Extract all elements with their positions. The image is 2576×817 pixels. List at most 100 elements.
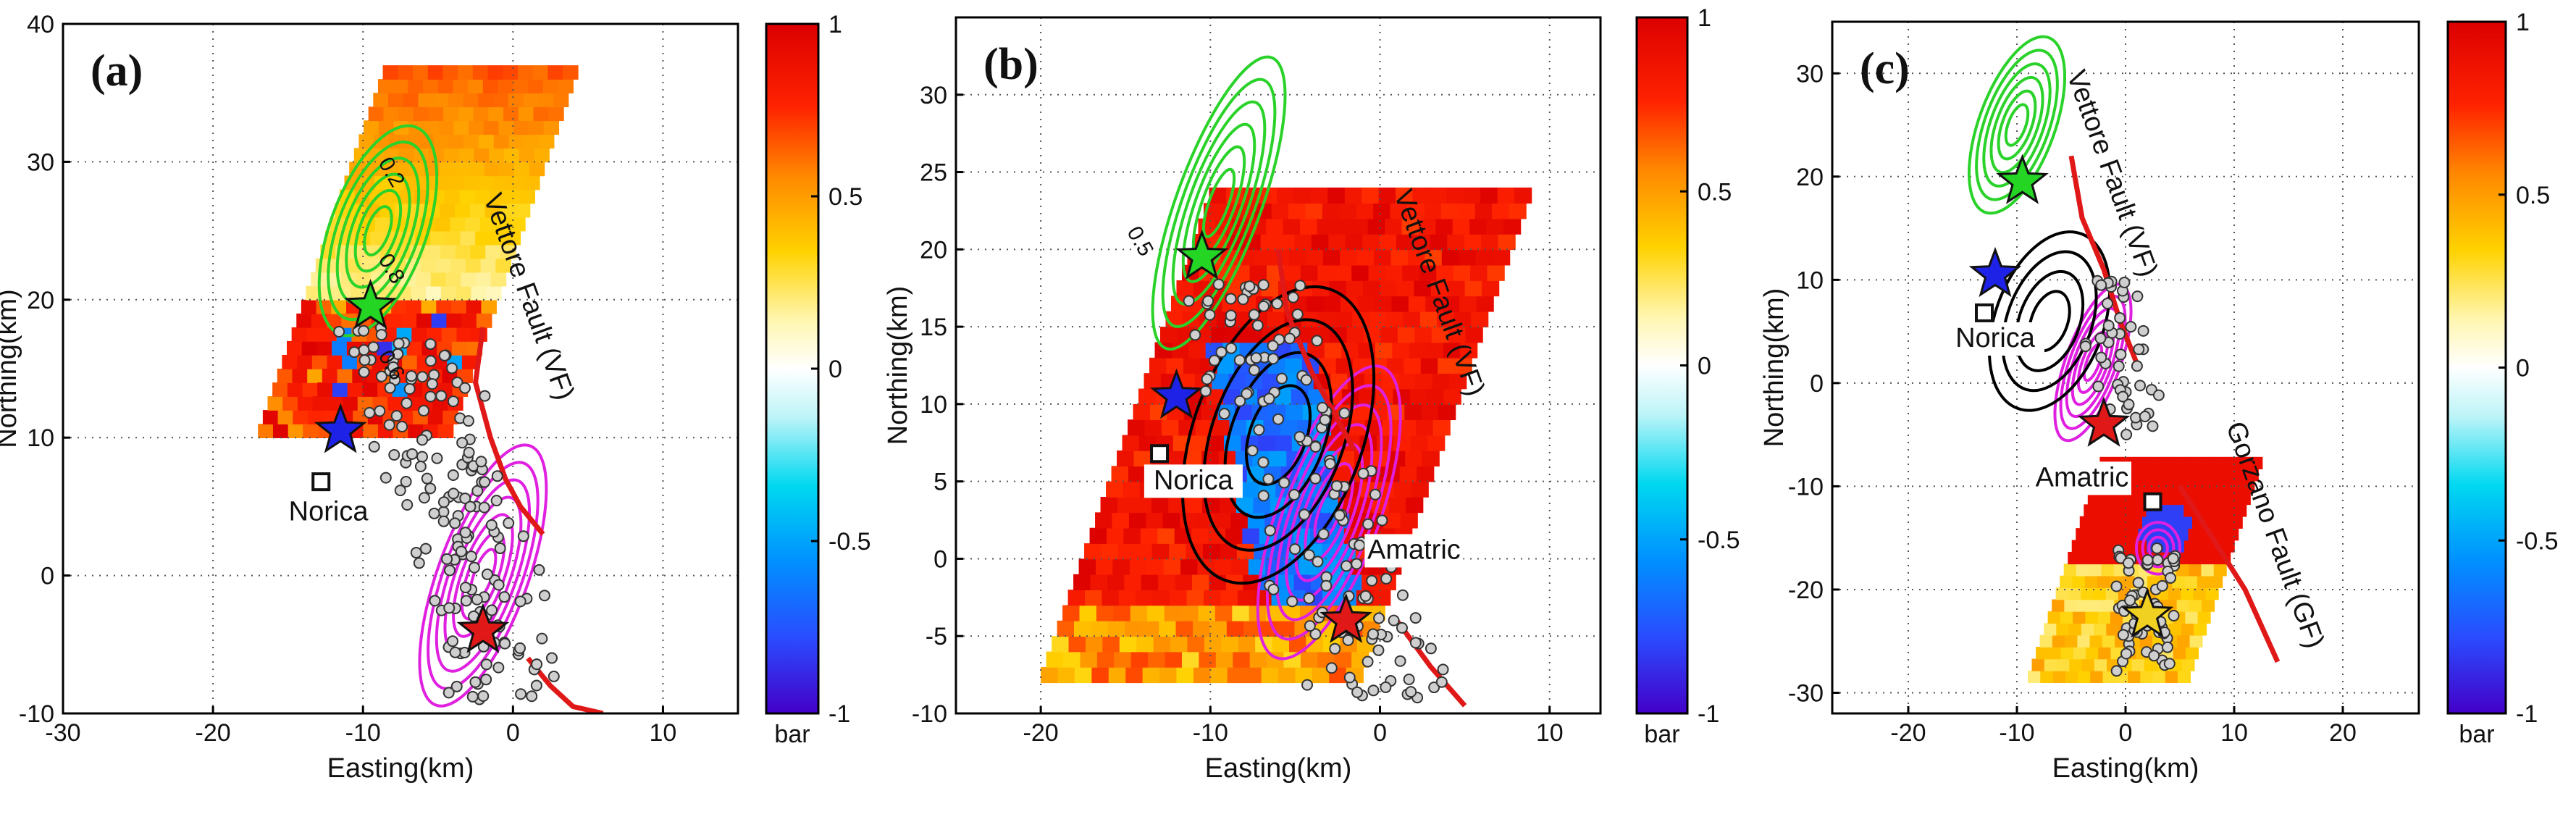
epicenter-star [344, 279, 397, 330]
stress-cell [425, 244, 441, 259]
slip-contour-green [1201, 167, 1236, 238]
aftershock [437, 515, 450, 527]
stress-cell [2241, 480, 2255, 493]
stress-cell [547, 65, 563, 80]
slip-contour-magenta [1256, 364, 1402, 661]
stress-cell [2201, 563, 2215, 577]
aftershock [1248, 309, 1260, 321]
aftershock [1354, 539, 1366, 551]
stress-cell [2087, 492, 2101, 506]
stress-cell [481, 299, 497, 314]
stress-cell [439, 162, 455, 177]
stress-cell [441, 327, 458, 342]
y-tick-label: -30 [1788, 679, 1824, 707]
stress-cell [484, 162, 500, 177]
stress-cell [2140, 670, 2154, 684]
stress-cell [431, 313, 448, 328]
y-tick-label: 0 [934, 545, 947, 573]
aftershock [1435, 676, 1448, 688]
stress-cell [1180, 512, 1198, 529]
slip-contour-green [1967, 35, 2067, 215]
aftershock [1357, 467, 1369, 479]
stress-cell [1497, 187, 1515, 204]
stress-cell [1230, 512, 1249, 529]
stress-cell [448, 134, 465, 149]
stress-cell [1300, 264, 1319, 281]
aftershock [400, 397, 413, 409]
stress-cell [2212, 528, 2227, 541]
stress-cell [1328, 233, 1346, 251]
stress-cell [2092, 551, 2106, 565]
stress-cell [2106, 623, 2120, 636]
stress-cell [510, 217, 526, 232]
stress-cell [1278, 666, 1296, 684]
stress-cell [1333, 218, 1352, 235]
stress-cell [1106, 481, 1124, 498]
colorbar-tick-label: -1 [2516, 700, 2538, 728]
stress-cell [1277, 233, 1296, 251]
stress-cell [2081, 658, 2095, 671]
stress-cell [2055, 587, 2069, 600]
stress-cell [1192, 620, 1211, 637]
epicenter-star [456, 603, 510, 653]
stress-cell [1437, 311, 1455, 327]
stress-cell [1396, 233, 1414, 251]
stress-cell [287, 340, 303, 356]
stress-cell [1159, 620, 1177, 637]
stress-cell [1117, 497, 1136, 514]
slip-contour-green [1151, 55, 1287, 351]
stress-cell [413, 106, 429, 122]
slip-contour-green [1975, 49, 2059, 201]
aftershock [2122, 557, 2134, 569]
stress-cell [412, 65, 429, 80]
stress-cell [1375, 342, 1393, 359]
stress-cell [1090, 574, 1108, 590]
stress-cell [461, 313, 477, 328]
stress-cell [427, 65, 444, 80]
stress-cell [1192, 574, 1210, 590]
aftershock [469, 676, 482, 688]
stress-cell [2185, 611, 2199, 624]
stress-cell [1144, 373, 1162, 390]
stress-cell [2081, 587, 2094, 600]
stress-cell [1187, 636, 1205, 653]
aftershock [538, 590, 550, 602]
stress-cell [1238, 636, 1256, 653]
stress-cell [2204, 551, 2218, 565]
stress-cell [458, 148, 475, 163]
stress-cell [2039, 634, 2053, 648]
stress-cell [1432, 419, 1451, 436]
stress-cell [1317, 264, 1335, 281]
stress-cell [2183, 540, 2198, 553]
colorbar-tick-label: 0 [2516, 355, 2530, 382]
stress-cell [389, 175, 406, 190]
aftershock [447, 469, 459, 482]
slip-contour-magenta [2141, 528, 2176, 569]
stress-cell [2076, 563, 2089, 577]
aftershock [1312, 556, 1324, 568]
aftershock [503, 517, 515, 529]
stress-cell [1138, 388, 1157, 405]
stress-cell [2181, 623, 2194, 636]
stress-cell [1399, 466, 1417, 482]
stress-cell [1165, 651, 1183, 668]
stress-cell [430, 230, 446, 246]
aftershock [492, 579, 505, 591]
stress-cell [1074, 620, 1092, 637]
stress-cell [312, 396, 329, 411]
stress-cell [2187, 456, 2201, 469]
aftershock [450, 680, 463, 692]
stress-cell [1073, 574, 1091, 590]
y-tick-label: 40 [27, 11, 54, 38]
aftershock [1333, 509, 1346, 521]
stress-cell [1180, 558, 1199, 575]
stress-cell [445, 230, 461, 246]
aftershock [449, 646, 461, 658]
stress-cell [2221, 540, 2235, 553]
aftershock [462, 415, 474, 427]
stress-cell [2158, 469, 2172, 482]
stress-cell [454, 162, 470, 177]
stress-cell [2069, 658, 2083, 671]
colorbar-tick-label: 1 [1698, 4, 1711, 32]
stress-cell [1267, 311, 1285, 327]
